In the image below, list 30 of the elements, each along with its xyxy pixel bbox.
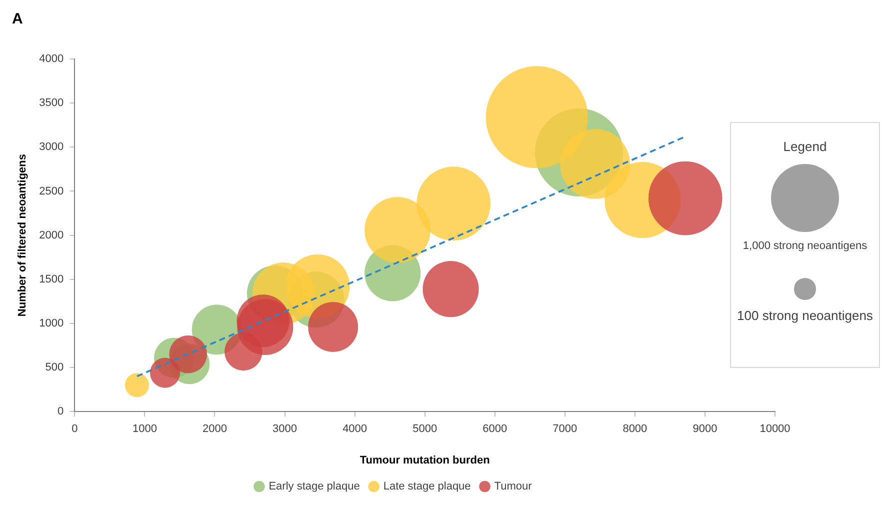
x-tick-label: 5000 [412, 423, 438, 436]
x-tick-label: 4000 [342, 423, 368, 436]
legend-label: 1,000 strong neoantigens [742, 240, 868, 252]
x-tick-label: 9000 [692, 423, 718, 436]
y-axis-title: Number of filtered neoantigens [16, 154, 29, 317]
x-tick-label: 7000 [552, 423, 578, 436]
y-tick-label: 3000 [39, 141, 64, 154]
y-tick-label: 1500 [39, 273, 64, 286]
x-tick-label: 0 [72, 423, 78, 436]
y-tick-label: 500 [45, 362, 64, 374]
y-tick-label: 3500 [39, 97, 64, 110]
y-tick-label: 4000 [39, 53, 64, 66]
x-tick-label: 2000 [202, 423, 227, 436]
text: A [12, 10, 23, 28]
legend-label: Tumour [494, 480, 532, 493]
legend-label: Late stage plaque [383, 480, 471, 493]
legend-label: 100 strong neoantigens [737, 308, 873, 322]
x-tick-label: 10000 [760, 423, 790, 436]
y-tick-label: 2000 [39, 229, 64, 242]
x-tick-label: 8000 [622, 423, 648, 436]
x-axis-title: Tumour mutation burden [360, 454, 490, 466]
legend-title: Legend [783, 139, 827, 154]
y-tick-label: 0 [58, 406, 64, 418]
y-tick-label: 2500 [39, 185, 64, 198]
y-tick-label: 1000 [39, 317, 64, 330]
legend-label: Early stage plaque [268, 480, 360, 493]
x-tick-label: 6000 [482, 423, 508, 436]
size-legend-box: Legend 1,000 strong neoantigens 100 strong neoantigens [730, 122, 880, 368]
x-tick-label: 3000 [272, 423, 298, 436]
x-tick-label: 1000 [132, 423, 157, 436]
